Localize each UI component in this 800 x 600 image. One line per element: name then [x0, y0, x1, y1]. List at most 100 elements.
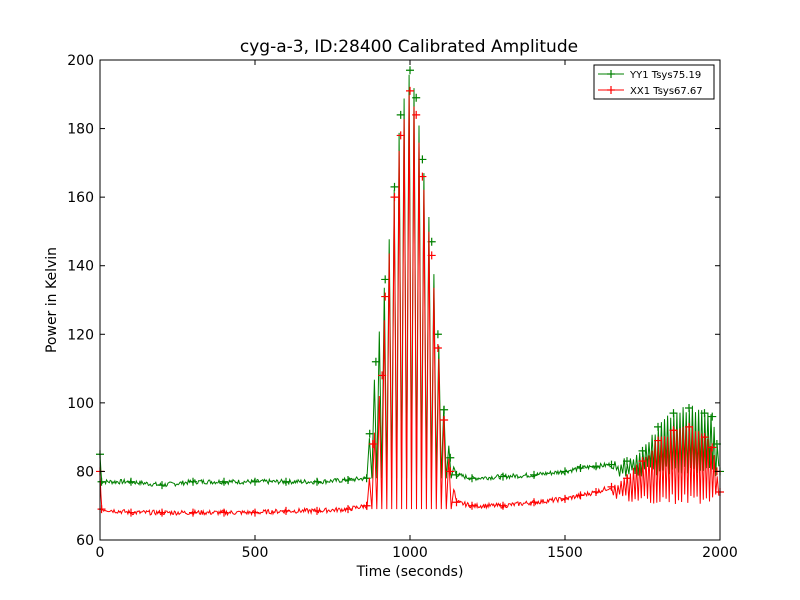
data-point: [561, 467, 569, 476]
data-point: [440, 405, 449, 414]
data-point: [446, 467, 455, 476]
x-tick-label: 500: [242, 545, 269, 561]
data-point: [396, 110, 405, 119]
data-point: [468, 474, 476, 483]
x-axis: 0 500 1000 1500 2000: [96, 60, 738, 561]
data-point: [344, 505, 352, 514]
y-axis: 60 80 100 120 140 160 180 200: [67, 53, 720, 549]
data-point: [412, 110, 421, 119]
data-point: [530, 470, 538, 479]
data-point: [396, 131, 405, 140]
data-point: [381, 275, 390, 284]
data-point: [654, 436, 662, 445]
data-point: [158, 508, 166, 517]
data-point: [638, 446, 647, 455]
y-tick-label: 200: [67, 53, 94, 69]
data-point: [365, 429, 374, 438]
data-point: [97, 505, 106, 514]
data-point: [468, 501, 476, 510]
data-point: [452, 470, 461, 479]
legend-box: [593, 64, 715, 100]
series-layer: [96, 66, 724, 517]
data-point: [561, 494, 569, 503]
y-tick-label: 80: [76, 464, 94, 480]
data-point: [685, 404, 693, 412]
data-point: [433, 344, 442, 352]
data-point: [452, 498, 461, 507]
x-tick-label: 1500: [547, 545, 583, 561]
data-point: [654, 422, 662, 431]
data-point: [446, 453, 455, 462]
data-point: [412, 93, 421, 102]
data-point: [708, 412, 717, 421]
y-tick-label: 140: [67, 259, 94, 275]
data-point: [381, 292, 390, 301]
data-point: [669, 426, 678, 435]
y-axis-label: Power in Kelvin: [44, 247, 60, 353]
data-point: [282, 506, 290, 515]
data-point: [440, 416, 449, 424]
data-point: [669, 409, 678, 418]
data-point: [368, 440, 377, 448]
data-point: [592, 462, 600, 471]
data-point: [251, 477, 259, 486]
y-tick-label: 120: [67, 327, 94, 343]
data-point: [708, 443, 717, 452]
series-xx1: [96, 86, 724, 517]
data-point: [390, 193, 399, 202]
legend: YY1 Tsys75.19 XX1 Tsys67.67: [593, 64, 715, 100]
data-point: [607, 460, 616, 469]
data-point: [344, 476, 352, 484]
y-tick-label: 60: [76, 533, 94, 549]
x-tick-label: 1000: [392, 545, 428, 561]
x-axis-label: Time (seconds): [356, 564, 464, 580]
y-tick-label: 160: [67, 190, 94, 206]
data-point: [127, 477, 135, 486]
data-point: [530, 498, 538, 507]
data-point: [189, 508, 197, 517]
data-point: [433, 330, 442, 339]
data-point: [97, 477, 106, 486]
legend-label: YY1 Tsys75.19: [629, 70, 701, 81]
data-point: [406, 86, 414, 95]
data-point: [592, 488, 600, 496]
data-point: [700, 433, 709, 442]
data-point: [418, 155, 427, 164]
data-point: [158, 481, 166, 490]
legend-marker: [607, 70, 615, 78]
data-point: [390, 182, 399, 191]
series-line: [99, 95, 720, 517]
y-tick-label: 180: [67, 122, 94, 138]
data-point: [623, 457, 631, 466]
data-point: [623, 474, 631, 483]
data-point: [427, 251, 436, 260]
data-point: [251, 508, 259, 517]
data-point: [313, 506, 321, 515]
data-point: [499, 501, 507, 510]
data-point: [378, 371, 387, 380]
data-point: [220, 477, 228, 486]
y-tick-label: 100: [67, 396, 94, 412]
data-point: [313, 477, 321, 486]
data-point: [685, 422, 693, 431]
data-point: [576, 491, 585, 500]
data-point: [638, 457, 647, 466]
data-point: [362, 501, 371, 510]
legend-marker: [607, 86, 615, 94]
x-tick-label: 0: [96, 545, 105, 561]
data-point: [406, 66, 414, 75]
data-point: [282, 477, 290, 486]
data-point: [371, 357, 380, 366]
data-point: [220, 508, 228, 517]
data-point: [127, 508, 135, 517]
data-point: [700, 409, 709, 418]
data-point: [607, 482, 616, 491]
data-point: [576, 464, 585, 472]
data-point: [418, 172, 427, 181]
chart-title: cyg-a-3, ID:28400 Calibrated Amplitude: [240, 37, 578, 57]
data-point: [499, 472, 507, 481]
legend-label: XX1 Tsys67.67: [630, 86, 703, 97]
x-tick-label: 2000: [702, 545, 738, 561]
series-line: [99, 74, 720, 488]
